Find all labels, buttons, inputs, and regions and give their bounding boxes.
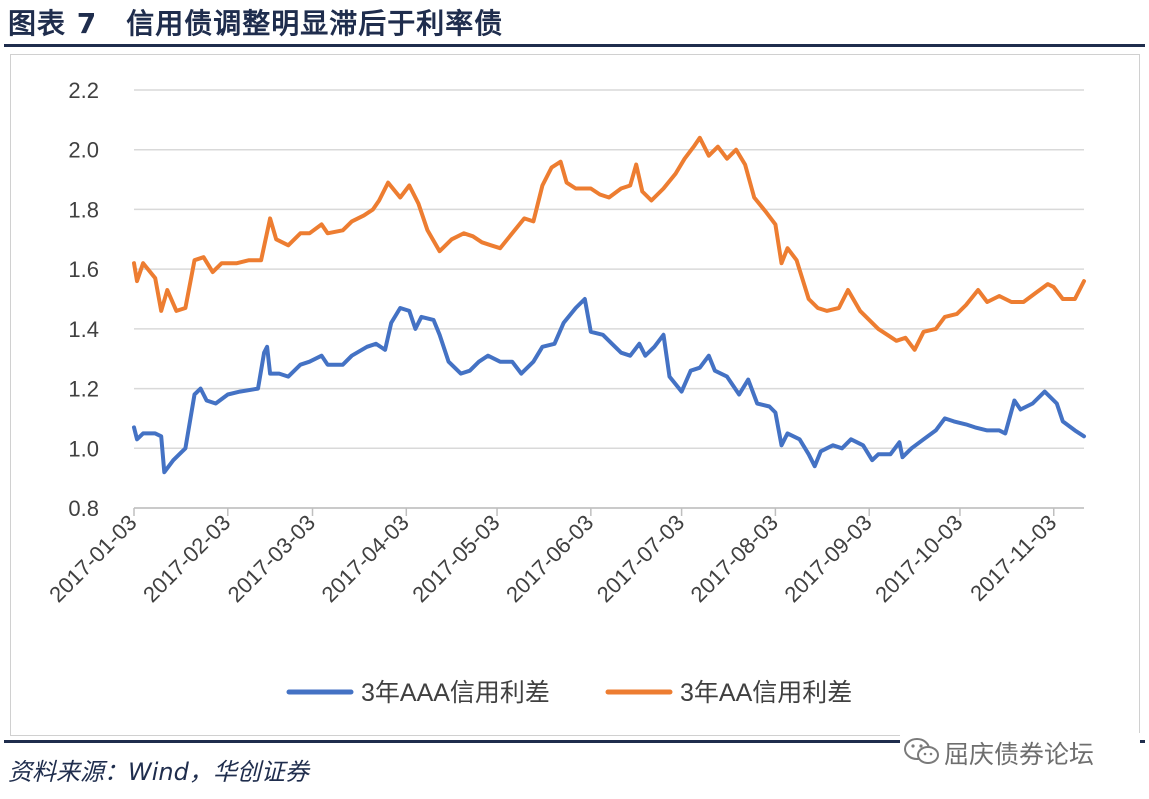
y-tick-label: 1.2: [68, 377, 99, 402]
watermark-text: 屈庆债券论坛: [944, 740, 1095, 769]
series-line-aaa: [132, 297, 1086, 475]
y-tick-label: 0.8: [68, 496, 99, 521]
title-bar: 图表 7 信用债调整明显滞后于利率债: [0, 0, 1149, 44]
chart-frame: 0.8 1.0 1.2 1.4 1.6 1.8 2.0 2.2 2017-01-03 2017-0…: [10, 54, 1140, 736]
x-tick-label: 2017-06-03: [501, 510, 598, 607]
legend-label: 3年AAA信用利差: [361, 679, 550, 707]
x-tick-label: 2017-03-03: [223, 510, 320, 607]
x-tick-label: 2017-02-03: [138, 510, 235, 607]
x-tick-label: 2017-10-03: [870, 510, 967, 607]
x-tick-label: 2017-04-03: [317, 510, 414, 607]
series-line-aa: [132, 135, 1086, 352]
title-divider: [4, 44, 1145, 47]
x-tick-label: 2017-09-03: [779, 510, 876, 607]
y-tick-label: 2.2: [68, 78, 99, 103]
y-tick-label: 1.0: [68, 436, 99, 461]
x-tick-label: 2017-05-03: [407, 510, 504, 607]
y-tick-label: 1.8: [68, 197, 99, 222]
x-tick-label: 2017-08-03: [686, 510, 783, 607]
bottom-divider: [4, 740, 1145, 743]
y-tick-label: 2.0: [68, 138, 99, 163]
figure-title: 图表 7 信用债调整明显滞后于利率债: [8, 7, 504, 40]
wechat-icon: [904, 738, 939, 764]
x-tick-label: 2017-01-03: [44, 510, 141, 607]
line-chart: 0.81.01.21.41.61.82.02.22017-01-032017-0…: [44, 78, 1086, 707]
y-tick-label: 1.4: [68, 317, 99, 342]
x-tick-label: 2017-11-03: [965, 510, 1061, 606]
legend-label: 3年AA信用利差: [680, 679, 852, 707]
source-note: 资料来源：Wind，华创证券: [8, 758, 309, 786]
y-tick-label: 1.6: [68, 257, 99, 282]
x-tick-label: 2017-07-03: [592, 510, 689, 607]
watermark: 屈庆债券论坛: [900, 733, 1140, 769]
